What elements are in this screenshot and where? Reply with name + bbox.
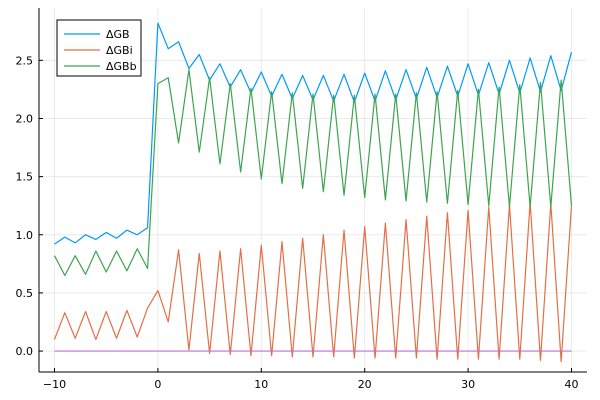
x-tick-label: 30: [461, 378, 475, 391]
legend-label: ΔGB: [106, 28, 130, 41]
series-line-1: [53, 201, 573, 363]
y-tick-label: 0.0: [16, 345, 34, 358]
x-tick-label: −10: [43, 378, 66, 391]
x-tick-label: 20: [358, 378, 372, 391]
x-tick-label: 10: [254, 378, 268, 391]
y-tick-label: 2.5: [16, 54, 34, 67]
legend: ΔGB ΔGBi ΔGBb: [56, 19, 142, 77]
y-tick-label: 1.5: [16, 171, 34, 184]
x-tick-label: 40: [564, 378, 578, 391]
legend-box: [56, 19, 142, 77]
series-lines: [53, 22, 573, 363]
tick-labels: −10 0 10 20 30 40 0.0 0.5 1.0 1.5 2.0 2.5: [16, 54, 579, 391]
series-line-0: [54, 22, 573, 245]
y-tick-label: 2.0: [16, 112, 34, 125]
y-tick-label: 1.0: [16, 229, 34, 242]
series-line-2: [53, 69, 573, 277]
x-tick-label: 0: [154, 378, 161, 391]
legend-label: ΔGBb: [106, 60, 137, 73]
grid-lines: [39, 8, 587, 372]
y-tick-label: 0.5: [16, 287, 34, 300]
legend-label: ΔGBi: [106, 44, 133, 57]
axes: [38, 8, 587, 373]
